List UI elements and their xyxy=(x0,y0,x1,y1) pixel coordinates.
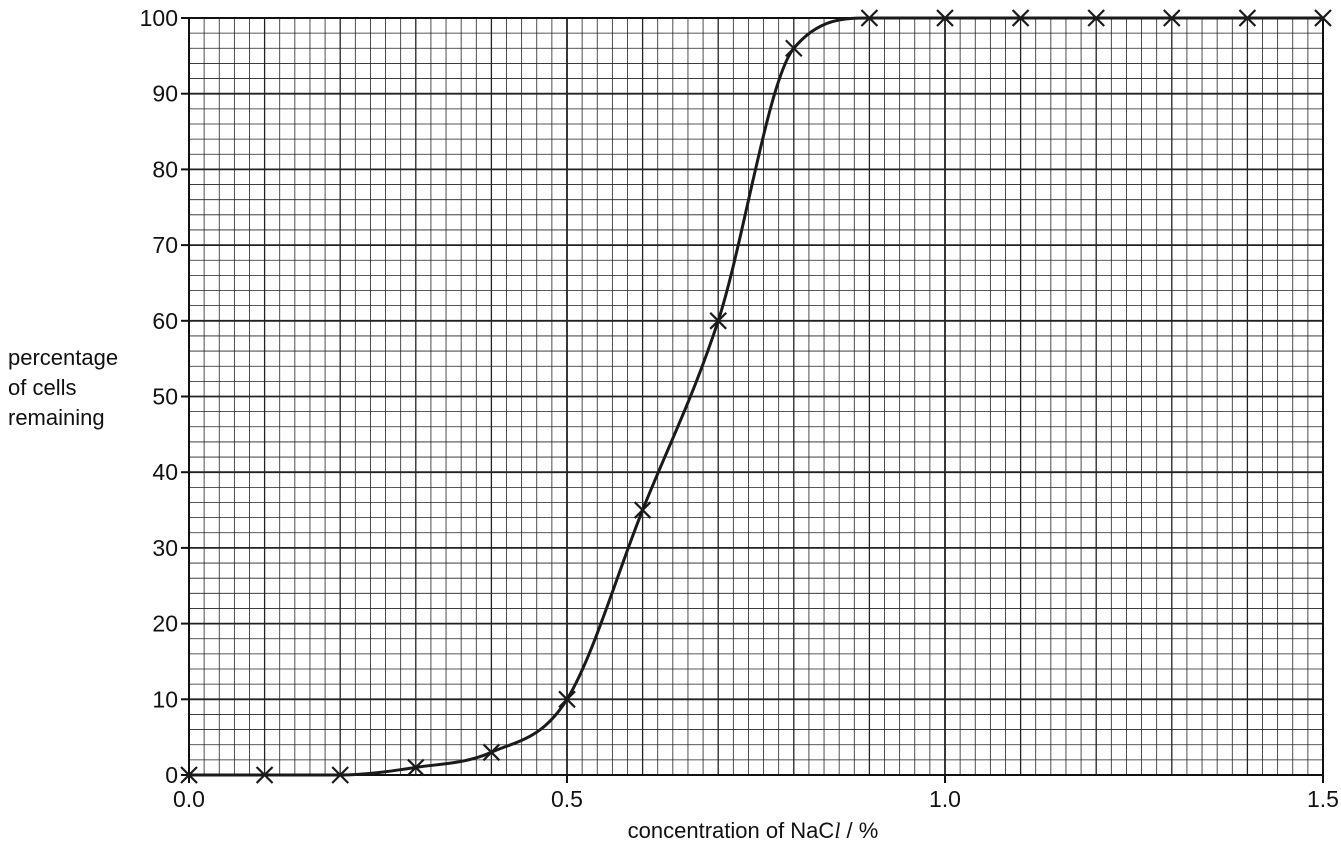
series-markers xyxy=(180,9,1332,784)
y-axis-label: percentage of cells remaining xyxy=(8,343,118,433)
y-tick-label: 60 xyxy=(152,308,178,334)
x-axis-label-italic: l xyxy=(834,818,841,843)
x-tick-labels: 0.0 0.5 1.0 1.5 xyxy=(173,775,1339,812)
x-axis-label-unit: / % xyxy=(840,818,879,843)
data-point-cross xyxy=(633,501,652,519)
y-axis-label-line: percentage xyxy=(8,345,119,370)
y-axis-label-line: of cells xyxy=(8,375,77,400)
data-point-cross xyxy=(180,766,198,784)
y-tick-label: 20 xyxy=(152,611,178,637)
data-point-cross xyxy=(1087,9,1105,27)
data-point-cross xyxy=(255,766,274,784)
y-tick-label: 30 xyxy=(152,535,178,561)
y-tick-label: 50 xyxy=(152,384,178,410)
data-point-cross xyxy=(1314,9,1332,27)
y-tick-label: 100 xyxy=(140,5,178,31)
data-point-cross xyxy=(407,758,425,777)
y-tick-label: 0 xyxy=(165,762,178,788)
data-point-cross xyxy=(331,766,349,784)
x-tick-label: 0.0 xyxy=(173,786,205,812)
y-tick-label: 70 xyxy=(152,232,178,258)
y-tick-label: 10 xyxy=(152,686,178,712)
y-tick-label: 90 xyxy=(152,81,178,107)
x-tick-label: 0.5 xyxy=(551,786,583,812)
data-point-cross xyxy=(558,690,576,709)
data-point-cross xyxy=(1238,9,1257,27)
y-axis-label-line: remaining xyxy=(8,405,105,430)
x-tick-label: 1.5 xyxy=(1307,786,1339,812)
x-tick-label: 1.0 xyxy=(929,786,961,812)
data-point-cross xyxy=(785,39,803,58)
data-point-cross xyxy=(936,9,954,27)
x-axis-label: concentration of NaCl / % xyxy=(0,818,1341,844)
data-point-cross xyxy=(709,312,727,330)
data-point-cross xyxy=(860,9,879,27)
y-tick-labels: 0 10 20 30 40 50 60 70 80 90 100 xyxy=(140,5,189,788)
y-tick-label: 80 xyxy=(152,156,178,182)
y-tick-label: 40 xyxy=(152,459,178,485)
data-point-cross xyxy=(1163,9,1181,27)
series-line xyxy=(189,16,1323,777)
major-gridlines xyxy=(189,18,1323,775)
data-point-cross xyxy=(482,743,501,762)
x-axis-label-text: concentration of NaC xyxy=(627,818,835,843)
data-point-cross xyxy=(1011,9,1030,27)
